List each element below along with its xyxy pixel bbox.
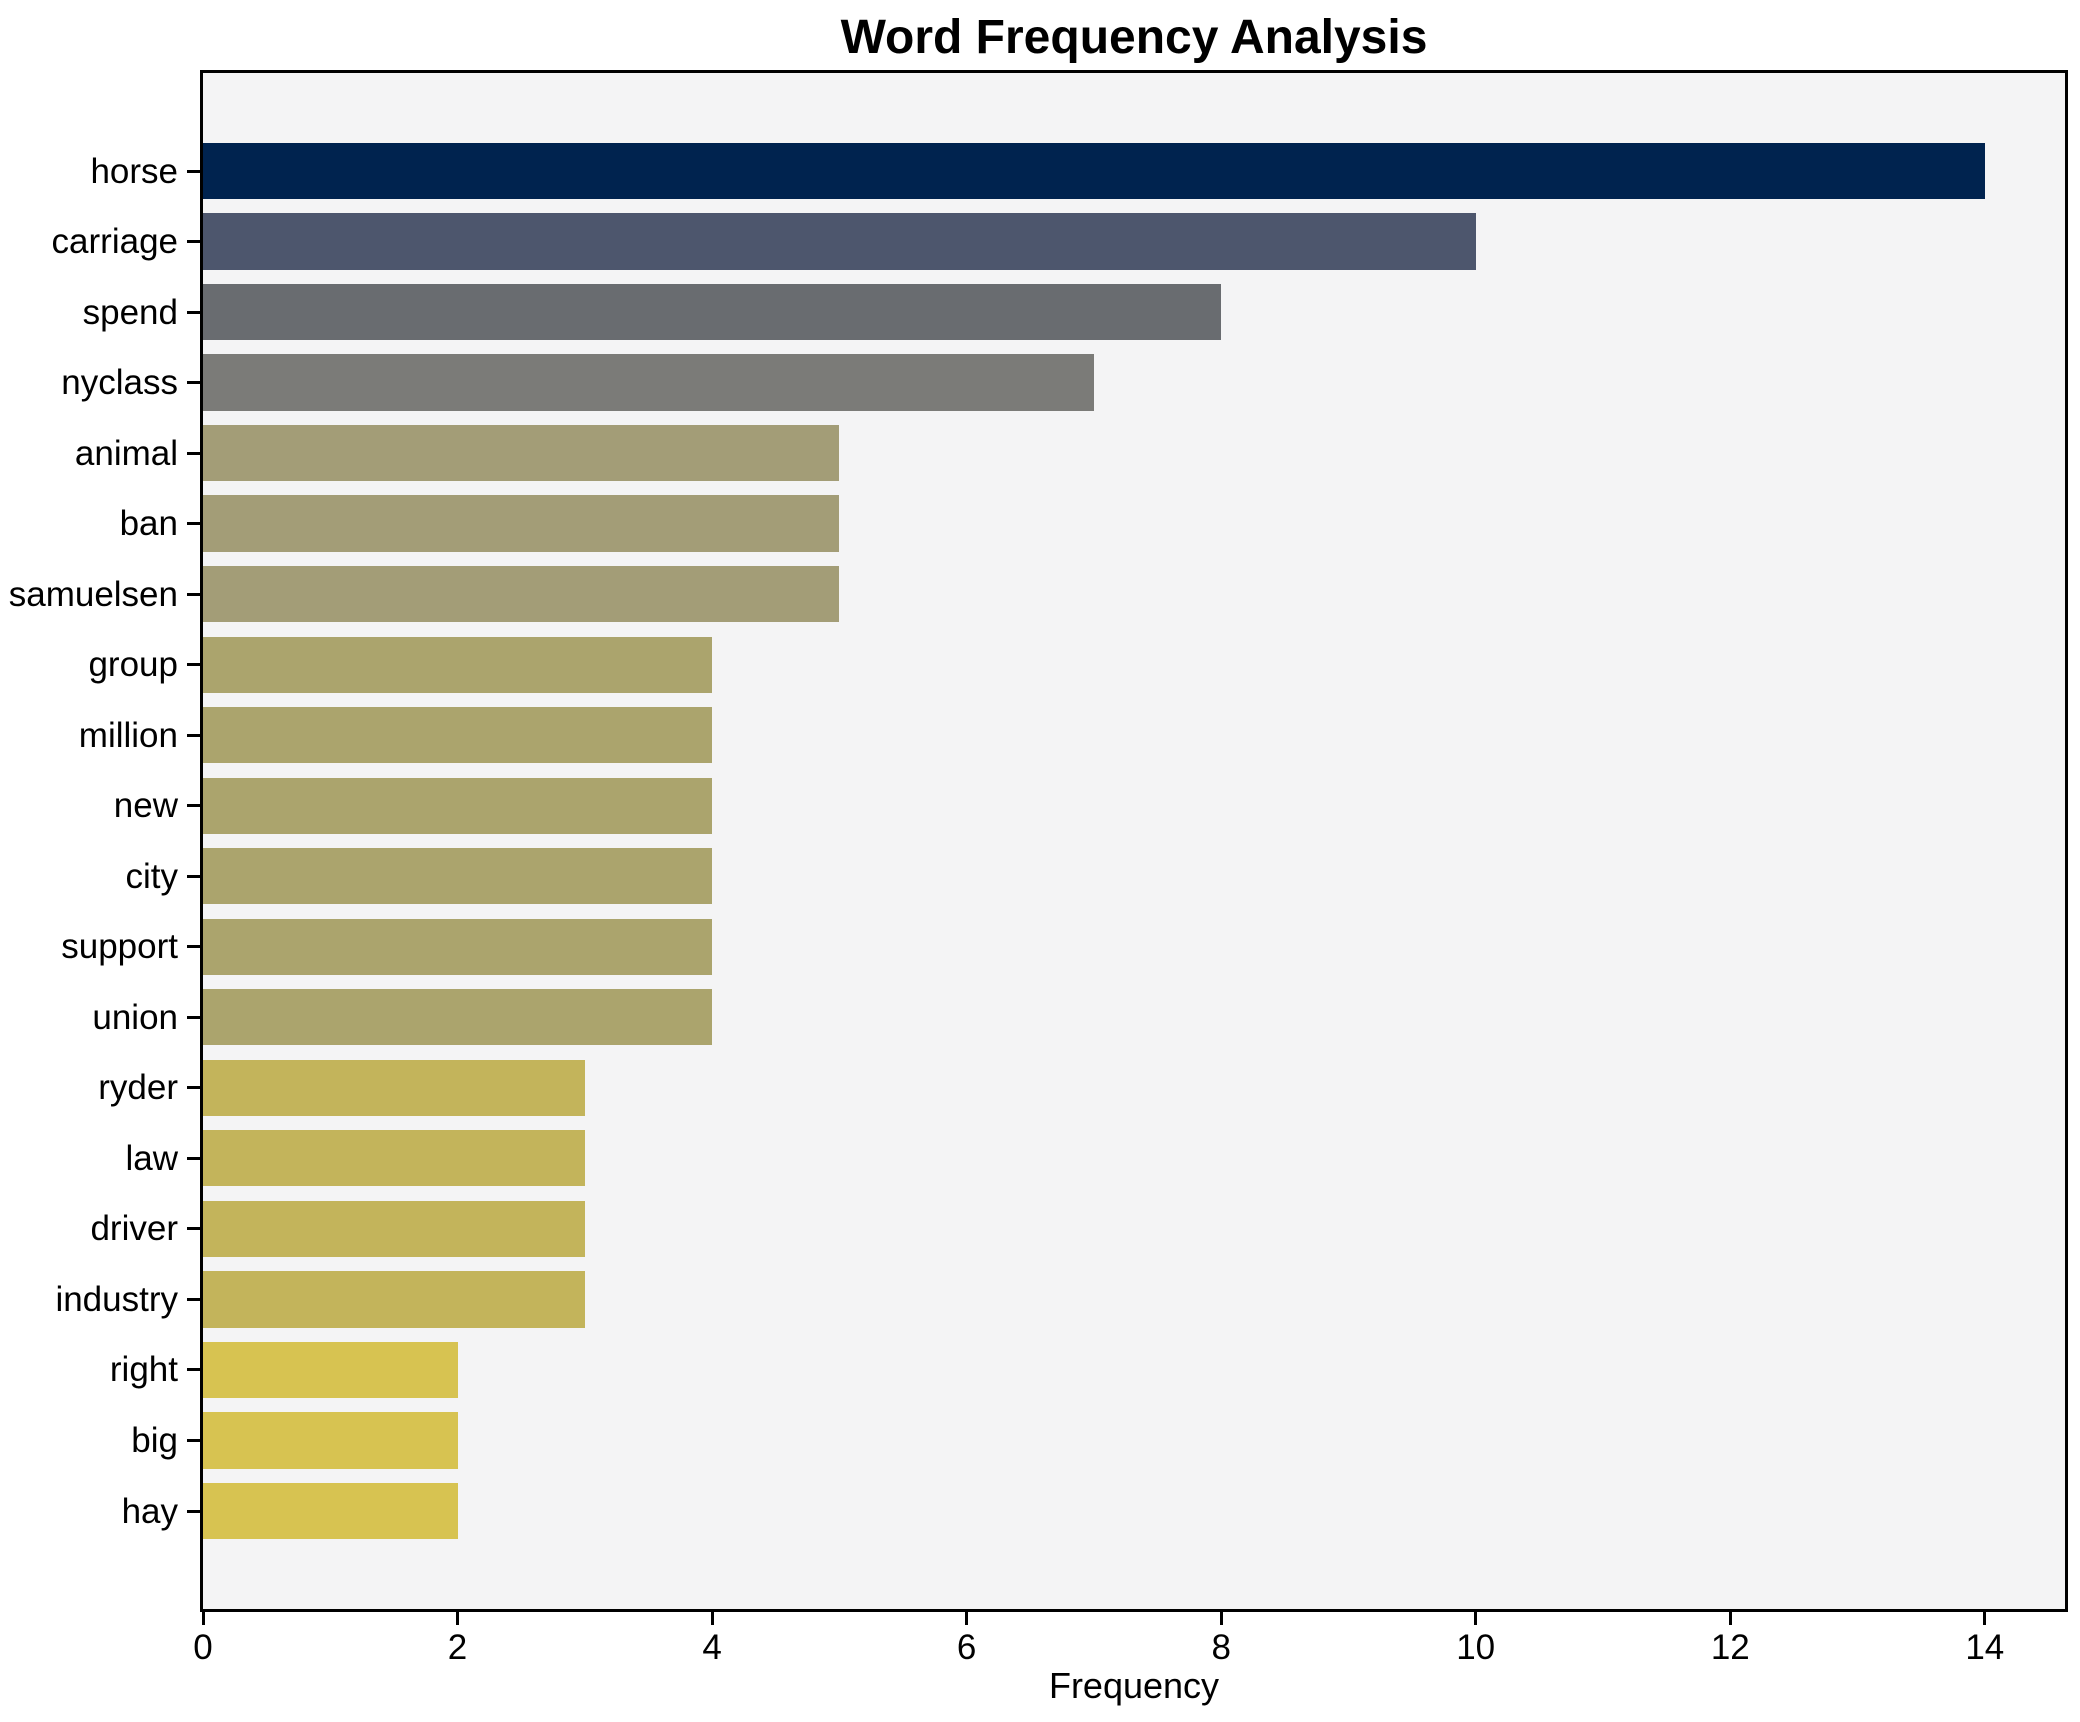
x-tick-4	[710, 1612, 714, 1625]
bar-city	[203, 848, 713, 905]
y-tick-nyclass	[187, 381, 200, 385]
bar-support	[203, 918, 713, 975]
bar-hay	[203, 1482, 458, 1540]
y-tick-industry	[187, 1297, 200, 1301]
bar-law	[203, 1130, 585, 1187]
y-tick-right	[187, 1368, 200, 1372]
plot-area	[200, 70, 2068, 1612]
y-tick-label-law: law	[125, 1138, 178, 1178]
y-tick-label-ryder: ryder	[98, 1068, 178, 1108]
bar-right	[203, 1341, 458, 1399]
bar-horse	[203, 142, 1985, 200]
y-tick-label-support: support	[61, 927, 178, 967]
bar-union	[203, 989, 713, 1046]
bar-industry	[203, 1271, 585, 1328]
y-tick-law	[187, 1156, 200, 1160]
bar-big	[203, 1412, 458, 1469]
y-tick-hay	[187, 1509, 200, 1513]
bar-spend	[203, 283, 1222, 341]
bar-new	[203, 777, 713, 834]
bar-group	[203, 636, 713, 693]
y-tick-label-carriage: carriage	[51, 222, 178, 262]
y-tick-label-hay: hay	[121, 1491, 178, 1531]
bar-ban	[203, 495, 840, 552]
x-tick-label-0: 0	[193, 1628, 213, 1667]
y-tick-samuelsen	[187, 592, 200, 596]
y-tick-horse	[187, 169, 200, 173]
y-tick-ryder	[187, 1086, 200, 1090]
y-tick-label-union: union	[92, 997, 178, 1037]
y-tick-group	[187, 663, 200, 667]
y-tick-spend	[187, 310, 200, 314]
x-tick-12	[1728, 1612, 1732, 1625]
y-tick-label-city: city	[125, 856, 179, 896]
x-tick-label-2: 2	[447, 1628, 468, 1667]
x-tick-label-10: 10	[1456, 1628, 1496, 1667]
y-tick-label-million: million	[78, 715, 178, 755]
y-tick-union	[187, 1015, 200, 1019]
x-tick-label-8: 8	[1211, 1628, 1231, 1667]
y-tick-label-nyclass: nyclass	[61, 363, 178, 403]
bar-million	[203, 707, 713, 764]
x-tick-2	[456, 1612, 459, 1625]
x-tick-label-6: 6	[956, 1628, 977, 1667]
bar-animal	[203, 424, 840, 482]
y-tick-big	[187, 1438, 200, 1442]
chart-title: Word Frequency Analysis	[840, 11, 1428, 64]
x-tick-10	[1474, 1612, 1478, 1625]
bar-driver	[203, 1200, 585, 1258]
y-tick-driver	[187, 1227, 200, 1231]
bar-carriage	[203, 213, 1476, 270]
x-tick-14	[1983, 1612, 1987, 1625]
y-tick-animal	[187, 451, 200, 455]
x-tick-0	[201, 1612, 205, 1625]
y-tick-city	[187, 874, 200, 878]
bar-samuelsen	[203, 566, 840, 623]
y-tick-label-industry: industry	[55, 1279, 178, 1319]
x-tick-label-4: 4	[702, 1628, 722, 1667]
bar-ryder	[203, 1059, 585, 1116]
y-tick-label-big: big	[131, 1420, 178, 1460]
x-tick-8	[1219, 1612, 1223, 1625]
y-tick-label-right: right	[109, 1350, 178, 1390]
x-axis-label: Frequency	[1048, 1665, 1220, 1706]
y-tick-carriage	[187, 240, 200, 244]
y-tick-support	[187, 945, 200, 949]
y-tick-label-samuelsen: samuelsen	[8, 574, 178, 614]
y-tick-label-ban: ban	[119, 504, 178, 544]
x-tick-6	[965, 1612, 969, 1625]
y-tick-ban	[187, 522, 200, 526]
y-tick-label-spend: spend	[82, 292, 178, 332]
x-tick-label-12: 12	[1710, 1628, 1750, 1667]
y-tick-label-group: group	[88, 645, 178, 685]
y-tick-million	[187, 733, 200, 737]
y-tick-label-horse: horse	[90, 151, 178, 191]
x-tick-label-14: 14	[1965, 1628, 2005, 1667]
y-tick-label-new: new	[113, 786, 178, 826]
y-tick-label-driver: driver	[90, 1209, 178, 1249]
bar-nyclass	[203, 354, 1094, 411]
y-tick-new	[187, 804, 200, 808]
y-tick-label-animal: animal	[74, 433, 178, 473]
